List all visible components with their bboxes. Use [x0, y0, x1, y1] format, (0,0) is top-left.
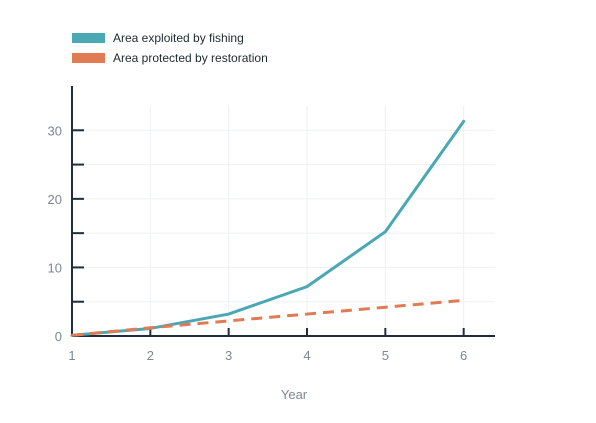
y-tick-label: 30: [48, 123, 62, 138]
x-tick-label: 1: [68, 348, 75, 363]
series-line-0: [70, 119, 466, 337]
axes: [71, 86, 495, 337]
y-tick-label: 0: [55, 329, 62, 344]
series-line-1: [71, 298, 464, 337]
legend: Area exploited by fishing Area protected…: [72, 28, 268, 68]
x-tick-label: 3: [225, 348, 232, 363]
legend-item-fishing[interactable]: Area exploited by fishing: [72, 28, 268, 48]
x-axis-title: Year: [281, 387, 308, 402]
legend-swatch-restoration: [72, 53, 105, 63]
y-tick-label: 10: [48, 260, 62, 275]
legend-label-fishing: Area exploited by fishing: [113, 31, 244, 45]
legend-label-restoration: Area protected by restoration: [113, 51, 268, 65]
x-tick-label: 5: [382, 348, 389, 363]
x-tick-label: 2: [147, 348, 154, 363]
legend-item-restoration[interactable]: Area protected by restoration: [72, 48, 268, 68]
x-tick-label: 6: [460, 348, 467, 363]
x-tick-label: 4: [303, 348, 310, 363]
grid-lines: [71, 106, 495, 337]
y-tick-label: 20: [48, 192, 62, 207]
series-lines: [70, 119, 466, 337]
axis-ticks: 0 10 20 30 1 2 3 4 5 6: [48, 123, 468, 363]
legend-swatch-fishing: [72, 33, 105, 43]
